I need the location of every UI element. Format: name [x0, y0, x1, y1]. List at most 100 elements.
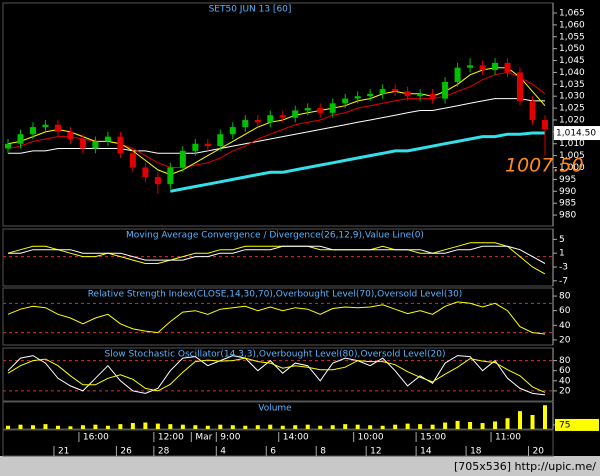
- candle-body: [267, 115, 274, 123]
- volume-bar: [155, 423, 160, 429]
- candle-body: [367, 93, 374, 97]
- volume-bar: [393, 424, 398, 429]
- x-tick-label: 21: [58, 447, 69, 457]
- y-tick-label: 60: [559, 366, 571, 376]
- volume-bar: [30, 425, 35, 429]
- volume-bar: [530, 414, 535, 429]
- y-tick-label: 1,060: [559, 20, 585, 30]
- x-tick-label: 20: [533, 447, 545, 457]
- x-tick-label: 9:00: [220, 433, 240, 443]
- candle-body: [92, 141, 99, 149]
- x-tick-label: 11:00: [495, 433, 521, 443]
- candle-body: [392, 89, 399, 92]
- y-tick-label: 980: [559, 211, 576, 221]
- y-tick-label: 5: [559, 235, 565, 245]
- y-tick-label: 40: [559, 376, 571, 386]
- candle-body: [517, 72, 524, 101]
- volume-bar: [193, 425, 198, 429]
- candle-body: [479, 65, 486, 71]
- y-tick-label: 1,000: [559, 163, 585, 173]
- y-tick-box: [555, 418, 599, 431]
- candle-body: [417, 93, 424, 97]
- volume-bar: [218, 424, 223, 429]
- x-tick-label: 28: [158, 447, 170, 457]
- price-annotation: 1007.50: [505, 155, 584, 177]
- candle-body: [17, 134, 24, 144]
- volume-bar: [93, 424, 98, 429]
- candle-body: [54, 124, 61, 132]
- candle-body: [167, 167, 174, 185]
- y-tick-label: 1,040: [559, 68, 585, 78]
- indicator-line: [7, 357, 546, 393]
- x-tick-label: 16:00: [83, 433, 109, 443]
- y-tick-label: 60: [559, 306, 571, 316]
- volume-bar: [68, 426, 73, 429]
- indicator-line: [170, 131, 545, 193]
- y-tick-label: 20: [559, 386, 571, 396]
- y-tick-label: 1,055: [559, 32, 585, 42]
- y-tick-label: -7: [559, 276, 568, 286]
- x-tick-label: 8: [320, 447, 326, 457]
- candle-body: [154, 177, 161, 185]
- volume-bar: [355, 424, 360, 429]
- candle-body: [492, 62, 499, 71]
- candle-body: [242, 119, 249, 128]
- y-tick-label: 1,025: [559, 104, 585, 114]
- candle-body: [117, 136, 124, 154]
- x-tick-label: 10:00: [358, 433, 384, 443]
- candle-body: [317, 108, 324, 113]
- volume-bar: [80, 425, 85, 429]
- volume-bar: [505, 418, 510, 429]
- volume-bar: [43, 424, 48, 429]
- volume-bar: [418, 424, 423, 429]
- candle-body: [142, 167, 149, 178]
- candle-body: [104, 136, 111, 142]
- candle-body: [429, 93, 436, 99]
- indicator-line: [7, 301, 546, 335]
- y-tick-label: 1: [559, 249, 565, 259]
- y-tick-label: 75: [559, 420, 570, 430]
- volume-bar: [180, 424, 185, 429]
- watermark: [705x536] http://upic.me/: [454, 460, 596, 473]
- panel-title: Moving Average Convergence / Divergence(…: [126, 231, 424, 241]
- volume-bar: [518, 411, 523, 429]
- candle-body: [129, 153, 136, 168]
- candle-body: [354, 96, 361, 99]
- candle-body: [29, 127, 36, 135]
- volume-bar: [318, 425, 323, 429]
- indicator-line: [7, 355, 546, 396]
- volume-bar: [55, 425, 60, 429]
- volume-bar: [6, 425, 10, 429]
- candle-body: [442, 81, 449, 99]
- volume-bar: [293, 425, 298, 429]
- volume-bar: [243, 425, 248, 429]
- volume-bar: [280, 425, 285, 429]
- candle-body: [217, 134, 224, 147]
- volume-bar: [543, 405, 547, 429]
- volume-bar: [118, 424, 123, 429]
- y-tick-label: 1,010: [559, 139, 585, 149]
- candle-body: [67, 131, 74, 139]
- candle-body: [292, 110, 299, 118]
- y-tick-label: 985: [559, 199, 576, 209]
- x-tick-label: 26: [120, 447, 132, 457]
- candle-body: [304, 108, 311, 111]
- indicator-line: [8, 98, 545, 154]
- footer-bar: [0, 456, 600, 476]
- candle-body: [79, 138, 86, 149]
- y-tick-label: -3: [559, 263, 568, 273]
- candle-body: [542, 119, 548, 130]
- volume-bar: [255, 425, 260, 429]
- last-price-label: 1,014.50: [556, 129, 596, 139]
- x-tick-label: 12:00: [158, 433, 184, 443]
- y-tick-label: 1,065: [559, 8, 585, 18]
- volume-bar: [468, 421, 473, 429]
- y-tick-label: 1,045: [559, 56, 585, 66]
- volume-bar: [493, 421, 498, 429]
- x-tick-label: 14: [420, 447, 432, 457]
- volume-bar: [480, 423, 485, 429]
- y-tick-label: 40: [559, 321, 571, 331]
- indicator-line: [7, 242, 546, 275]
- panel-title: Relative Strength Index(CLOSE,14,30,70),…: [88, 290, 463, 300]
